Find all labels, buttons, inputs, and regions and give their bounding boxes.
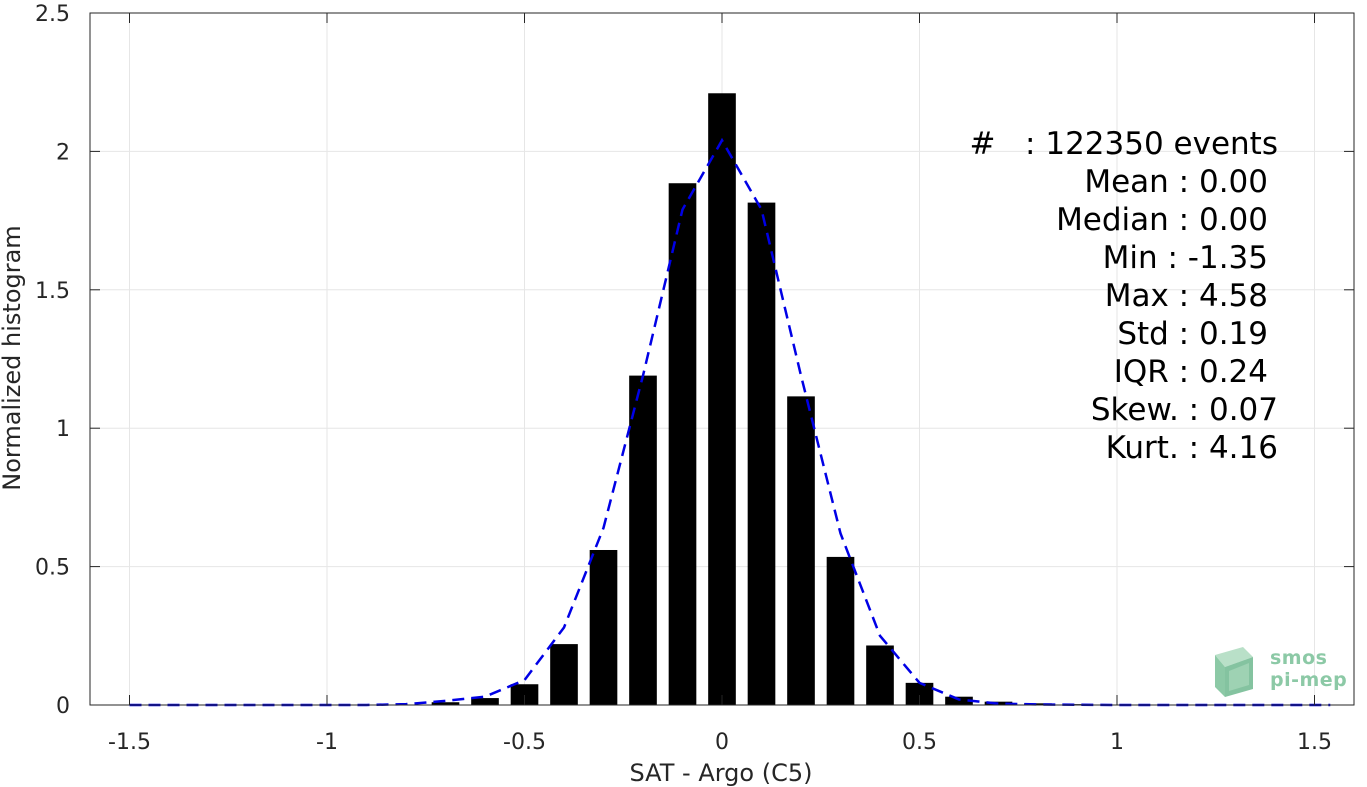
stat-mean: Mean : 0.00 (1084, 164, 1268, 200)
histogram-bar (589, 549, 618, 705)
y-tick-label: 1.5 (35, 279, 70, 304)
x-tick-label: 0.5 (902, 730, 937, 755)
histogram-bar (866, 645, 894, 705)
x-tick-label: 1.5 (1297, 730, 1332, 755)
x-tick-label: -0.5 (503, 730, 546, 755)
logo-text-smos: smos (1270, 647, 1328, 669)
stat-iqr: IQR : 0.24 (1113, 354, 1268, 390)
histogram-bar (905, 682, 934, 705)
y-tick-label: 1 (56, 417, 70, 442)
smos-pimep-logo: smos pi-mep (1213, 645, 1353, 700)
x-tick-label: -1 (316, 730, 338, 755)
histogram-bar (629, 375, 657, 705)
y-tick-label: 2 (56, 140, 70, 165)
stat-skew: Skew. : 0.07 (1090, 392, 1278, 428)
y-tick-label: 2.5 (35, 2, 70, 27)
stat-min: Min : -1.35 (1102, 240, 1268, 276)
x-tick-label: 0 (715, 730, 729, 755)
fit-curve-line (129, 137, 1331, 707)
y-axis-ticks: 0 0.5 1 1.5 2 2.5 (35, 2, 1354, 719)
histogram-bar (747, 202, 776, 705)
y-tick-label: 0 (56, 694, 70, 719)
fit-curve (129, 137, 1331, 707)
stat-std: Std : 0.19 (1117, 316, 1268, 352)
histogram-bar (984, 701, 1013, 705)
histogram-bar (787, 396, 815, 705)
histogram-bar (550, 644, 578, 705)
logo-text-pimep: pi-mep (1270, 669, 1348, 691)
y-axis-label: Normalized histogram (0, 225, 26, 490)
histogram-bar (431, 702, 460, 705)
histogram-bar (1024, 703, 1052, 705)
histogram-bar (708, 93, 736, 706)
histogram-bars (431, 93, 1092, 706)
x-tick-label: 1 (1110, 730, 1124, 755)
histogram-bar (510, 684, 539, 705)
logo-mark-icon (1215, 647, 1253, 697)
stat-events: # : 122350 events (969, 126, 1278, 162)
x-axis-ticks: -1.5 -1 -0.5 0 0.5 1 1.5 (108, 13, 1332, 755)
histogram-bar (945, 696, 973, 705)
y-tick-label: 0.5 (35, 556, 70, 581)
histogram-bar (471, 698, 499, 705)
histogram-bar (826, 556, 855, 705)
x-tick-label: -1.5 (108, 730, 151, 755)
histogram-bar (668, 183, 697, 705)
stat-median: Median : 0.00 (1056, 202, 1268, 238)
x-axis-label: SAT - Argo (C5) (630, 759, 813, 787)
stat-kurt: Kurt. : 4.16 (1105, 430, 1278, 466)
stat-max: Max : 4.58 (1104, 278, 1268, 314)
